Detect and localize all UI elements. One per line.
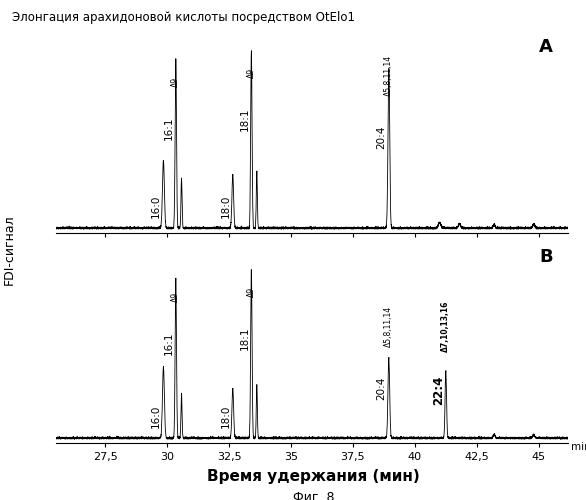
Text: Время удержания (мин): Время удержания (мин) [207, 469, 420, 484]
Text: 18:1: 18:1 [240, 108, 250, 131]
Text: A: A [539, 38, 553, 56]
Text: min: min [571, 442, 586, 452]
Text: Δ7,10,13,16: Δ7,10,13,16 [441, 300, 450, 352]
Text: 18:1: 18:1 [240, 326, 250, 350]
Text: 16:0: 16:0 [151, 195, 161, 218]
Text: 16:1: 16:1 [164, 332, 174, 355]
Text: 20:4: 20:4 [376, 376, 386, 400]
Text: 22:4: 22:4 [432, 376, 445, 405]
Text: 18:0: 18:0 [220, 405, 230, 428]
Text: Δ9: Δ9 [171, 76, 180, 87]
Text: 16:0: 16:0 [151, 405, 161, 428]
Text: FDI-сигнал: FDI-сигнал [2, 214, 15, 286]
Text: B: B [539, 248, 553, 266]
Text: Δ9: Δ9 [247, 68, 256, 78]
Text: Фиг. 8: Фиг. 8 [293, 491, 334, 500]
Text: 16:1: 16:1 [164, 116, 174, 140]
Text: 20:4: 20:4 [376, 126, 386, 149]
Text: Δ9: Δ9 [247, 286, 256, 297]
Text: 18:0: 18:0 [220, 195, 230, 218]
Text: Δ5,8,11,14: Δ5,8,11,14 [384, 306, 393, 346]
Text: Δ5,8,11,14: Δ5,8,11,14 [384, 54, 393, 96]
Text: Δ9: Δ9 [171, 292, 180, 302]
Text: Элонгация арахидоновой кислоты посредством OtElo1: Элонгация арахидоновой кислоты посредств… [12, 11, 355, 24]
